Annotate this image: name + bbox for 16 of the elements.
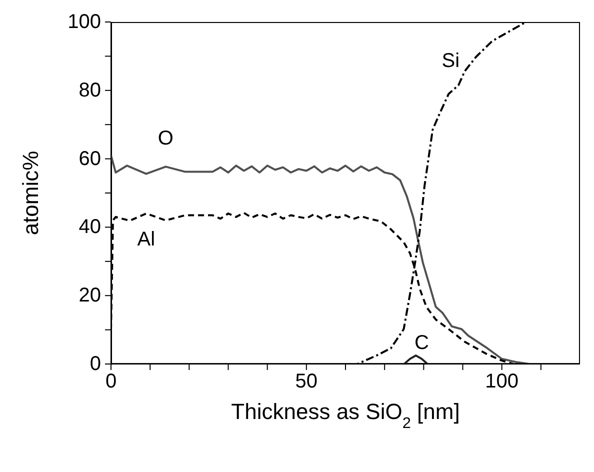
y-tick-label: 0 xyxy=(90,353,101,375)
series-label: Al xyxy=(137,228,156,251)
y-tick-label: 80 xyxy=(78,79,101,102)
line-series xyxy=(111,154,530,364)
x-tick-label: 50 xyxy=(295,370,318,393)
y-tick-label: 100 xyxy=(68,11,101,33)
series-label: Si xyxy=(442,50,460,72)
y-tick-label: 20 xyxy=(78,284,101,307)
series-label: C xyxy=(414,332,429,354)
series-label: O xyxy=(158,128,174,150)
x-tick-label: 100 xyxy=(485,370,519,393)
y-axis-title: atomic% xyxy=(18,150,43,236)
x-tick-label: 0 xyxy=(105,370,117,393)
x-axis-title: Thickness as SiO$_{2}$ [nm] xyxy=(231,399,460,432)
y-tick-label: 60 xyxy=(78,148,101,170)
y-tick-label: 40 xyxy=(78,216,101,238)
